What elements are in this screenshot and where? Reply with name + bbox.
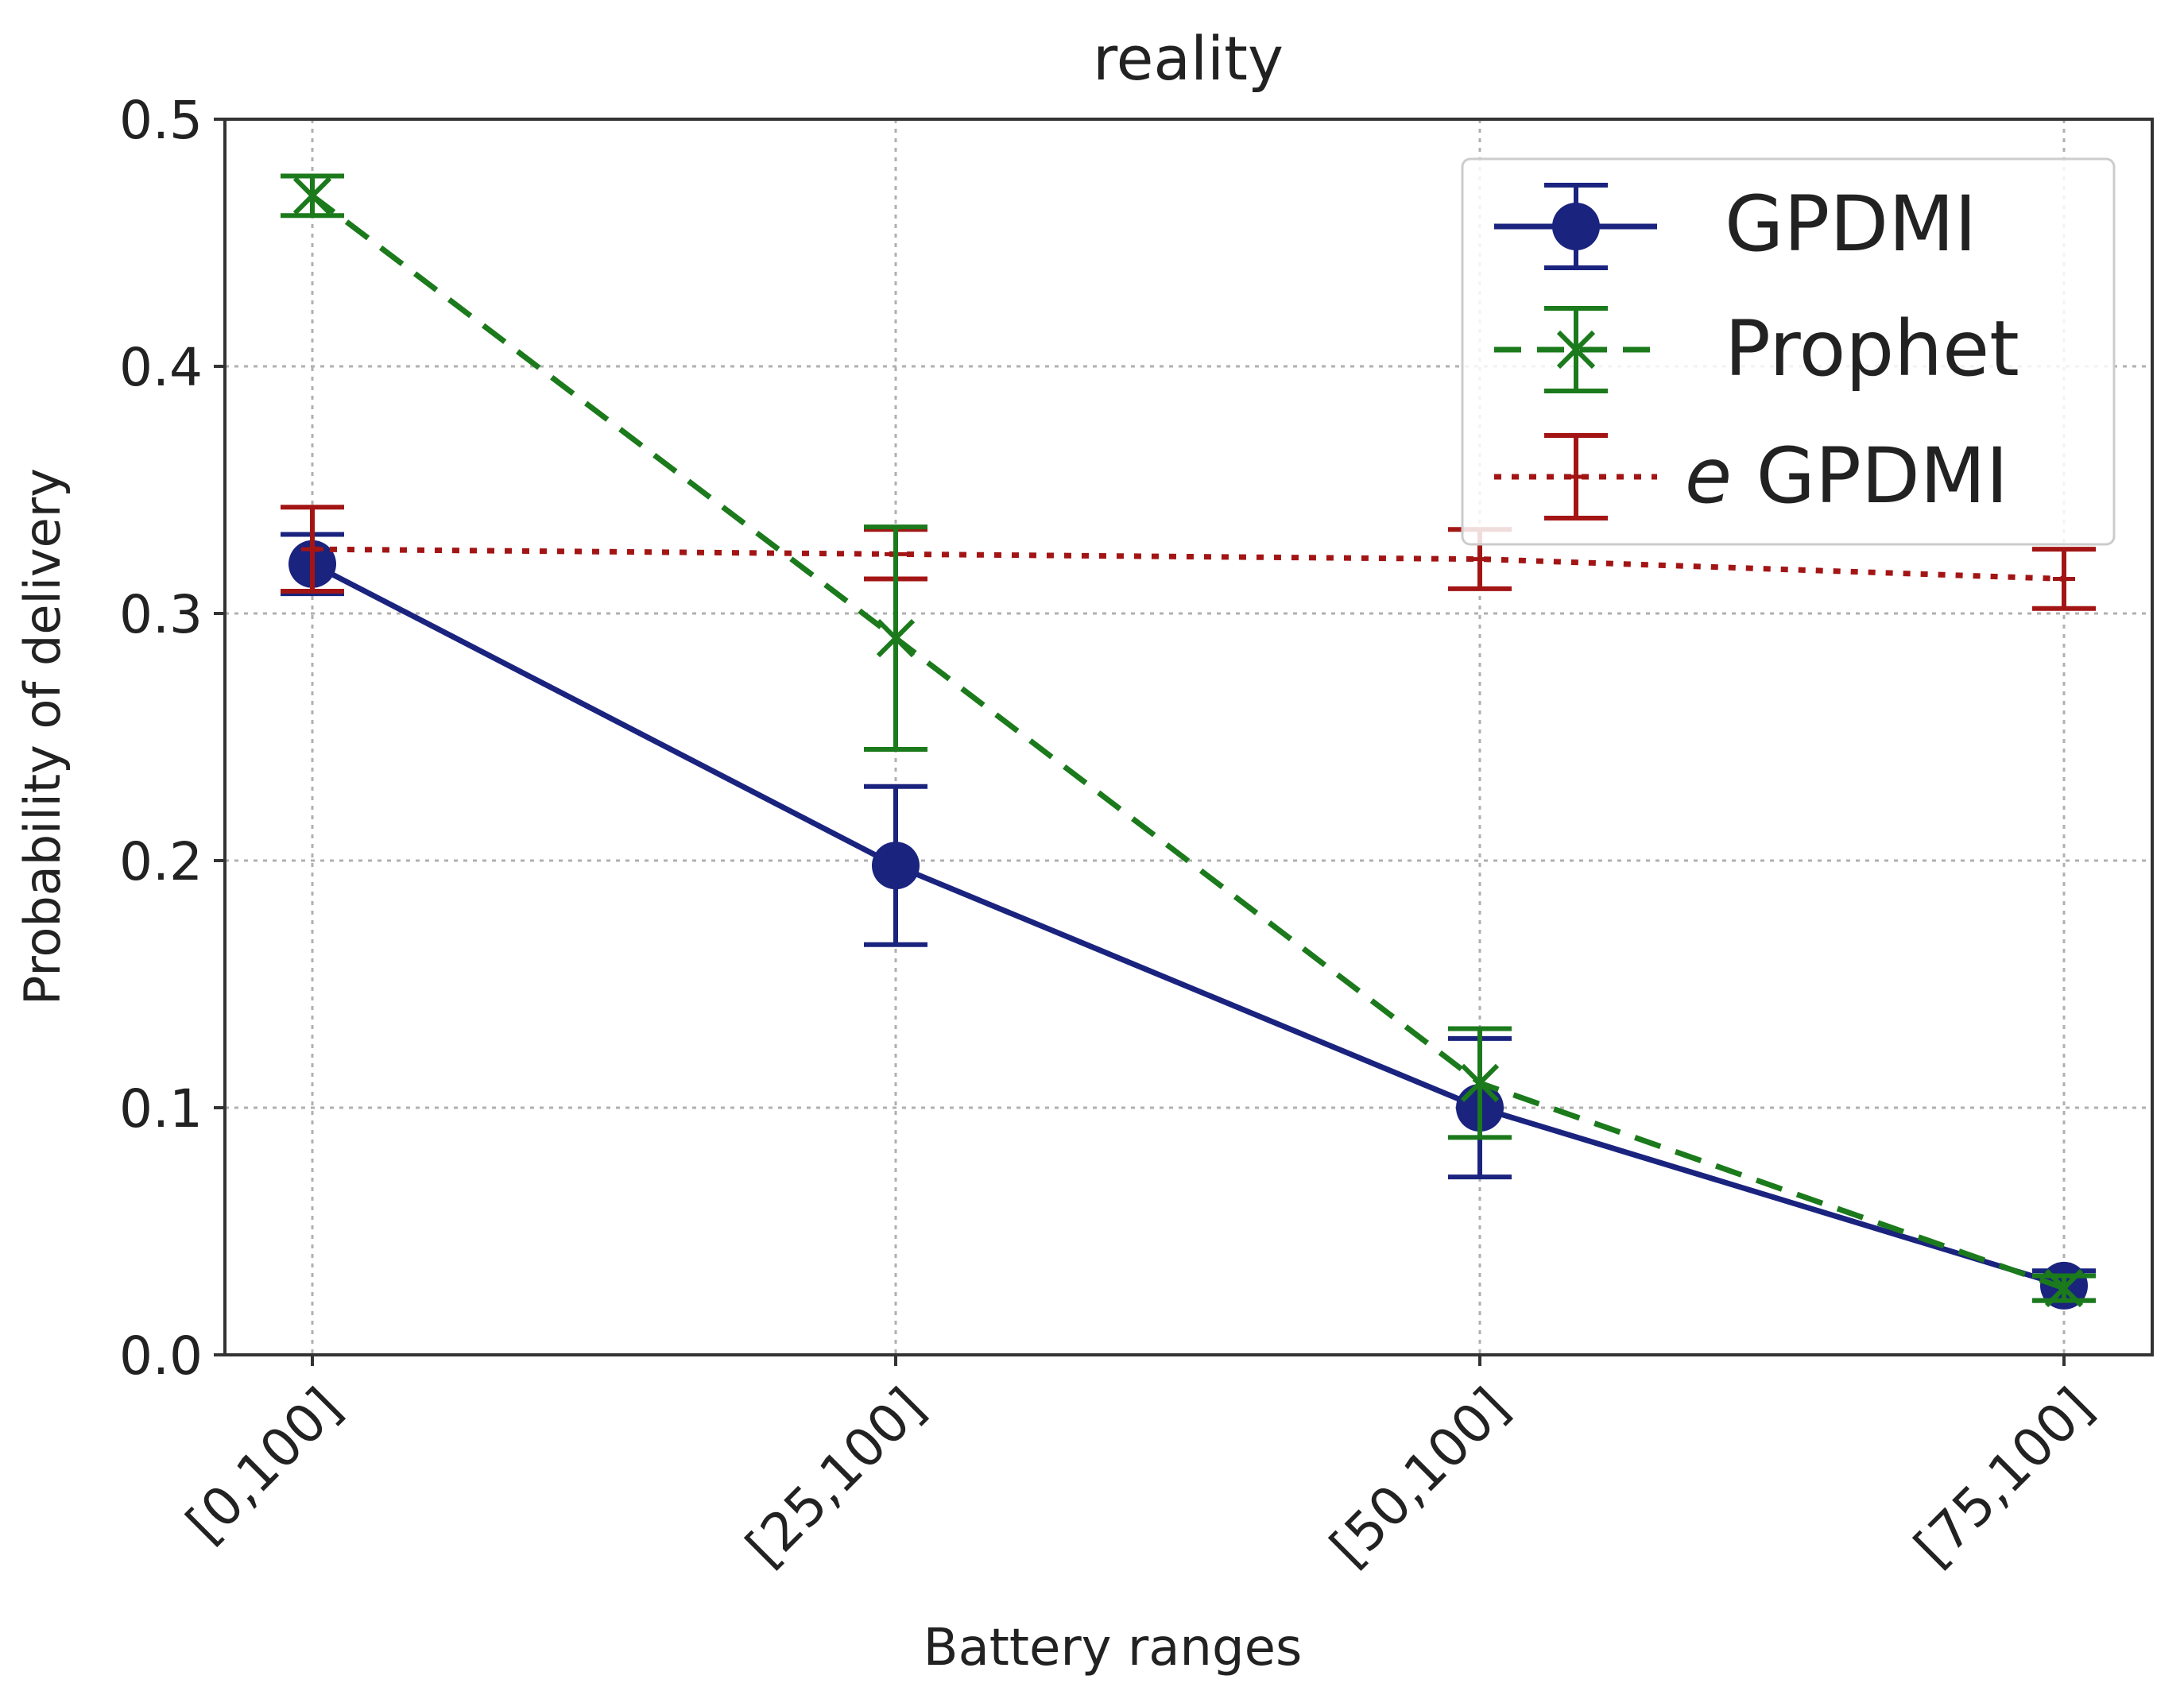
- legend-sample-egpdmi: [1494, 433, 1657, 520]
- legend: GPDMI Prophet e GPDMI: [1461, 157, 2116, 546]
- legend-samples: [1494, 183, 1657, 520]
- y-axis-ticks: 0.0 0.1 0.2 0.3 0.4 0.5: [119, 90, 225, 1387]
- legend-label-egpdmi: e GPDMI: [1685, 431, 2008, 520]
- legend-label-gpdmi: GPDMI: [1725, 180, 1977, 269]
- legend-marker-prophet: [1556, 330, 1596, 370]
- marker-stroke: [1556, 330, 1596, 370]
- legend-sample-prophet: [1494, 306, 1657, 393]
- legend-marker-gpdmi: [1552, 203, 1600, 250]
- legend-label-egpdmi-prefix: e: [1685, 431, 1732, 520]
- y-tick-label: 0.0: [119, 1325, 203, 1387]
- legend-sample-gpdmi: [1494, 183, 1657, 270]
- y-tick-label: 0.1: [119, 1078, 203, 1140]
- series-prophet: [281, 173, 2096, 1308]
- y-tick-label: 0.5: [119, 90, 203, 151]
- legend-box: [1461, 157, 2116, 546]
- data-point-gpdmi: [872, 842, 920, 890]
- series-line-egpdmi: [312, 546, 2065, 582]
- y-axis-label: Probability of delivery: [14, 468, 72, 1005]
- marker-stroke: [2044, 1268, 2084, 1308]
- data-point-prophet: [1460, 1063, 1500, 1103]
- legend-label-egpdmi-rest: GPDMI: [1756, 431, 2008, 520]
- marker-stroke: [1460, 1063, 1500, 1103]
- series-line-gpdmi: [311, 561, 2066, 1289]
- y-tick-label: 0.2: [119, 831, 203, 892]
- data-point-prophet: [2044, 1268, 2084, 1308]
- marker-stroke: [292, 176, 332, 215]
- series-line-prophet: [310, 193, 2066, 1291]
- marker-stroke: [876, 618, 916, 658]
- plot-frame: [223, 118, 2154, 1356]
- legend-label-prophet: Prophet: [1725, 304, 2019, 393]
- y-tick-label: 0.4: [119, 337, 203, 398]
- chart-title: reality: [1093, 23, 1284, 94]
- x-axis-label: Battery ranges: [924, 1619, 1303, 1677]
- data-point-prophet: [292, 176, 332, 215]
- y-tick-label: 0.3: [119, 584, 203, 645]
- data-point-prophet: [876, 618, 916, 658]
